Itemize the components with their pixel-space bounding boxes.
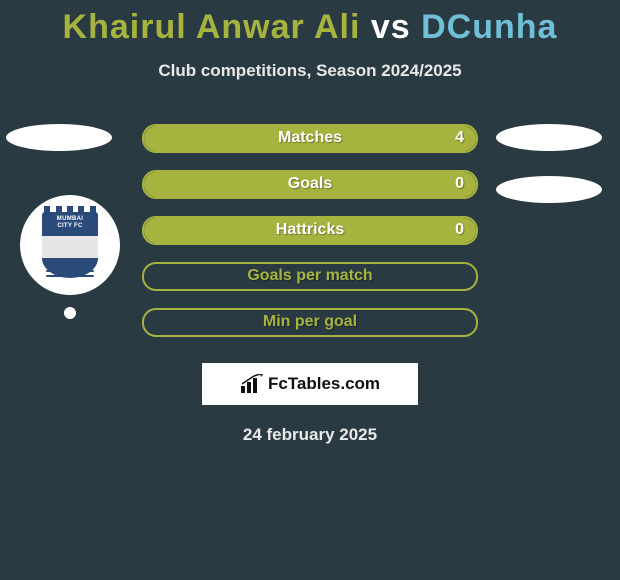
club-badge: MUMBAI CITY FC [20, 195, 120, 295]
date-text: 24 february 2025 [0, 425, 620, 445]
stat-bar: Hattricks 0 [142, 216, 478, 245]
stat-label: Min per goal [263, 313, 357, 331]
stat-bar: Goals 0 [142, 170, 478, 199]
stat-right-value: 0 [455, 175, 464, 193]
brand-box: FcTables.com [202, 363, 418, 405]
player2-name: DCunha [421, 8, 557, 46]
vs-text: vs [371, 8, 421, 46]
crest-line1: MUMBAI [57, 216, 83, 222]
stat-right-value: 0 [455, 221, 464, 239]
player1-name: Khairul Anwar Ali [63, 8, 361, 46]
bars-icon [240, 374, 264, 394]
stat-bar: Min per goal [142, 308, 478, 337]
stat-label: Matches [278, 129, 342, 147]
stat-bar: Matches 4 [142, 124, 478, 153]
crest-line2: CITY FC [57, 223, 82, 229]
stat-label: Hattricks [276, 221, 344, 239]
side-ellipse [496, 124, 602, 151]
stat-label: Goals per match [247, 267, 372, 285]
stat-right-value: 4 [455, 129, 464, 147]
side-ellipse [496, 176, 602, 203]
stat-bar: Goals per match [142, 262, 478, 291]
club-crest: MUMBAI CITY FC [42, 212, 98, 278]
brand-text: FcTables.com [268, 374, 380, 394]
page-title: Khairul Anwar Ali vs DCunha [0, 0, 620, 47]
stat-label: Goals [288, 175, 332, 193]
side-ellipse [6, 124, 112, 151]
subtitle: Club competitions, Season 2024/2025 [0, 61, 620, 81]
stat-row: Min per goal [10, 299, 610, 345]
